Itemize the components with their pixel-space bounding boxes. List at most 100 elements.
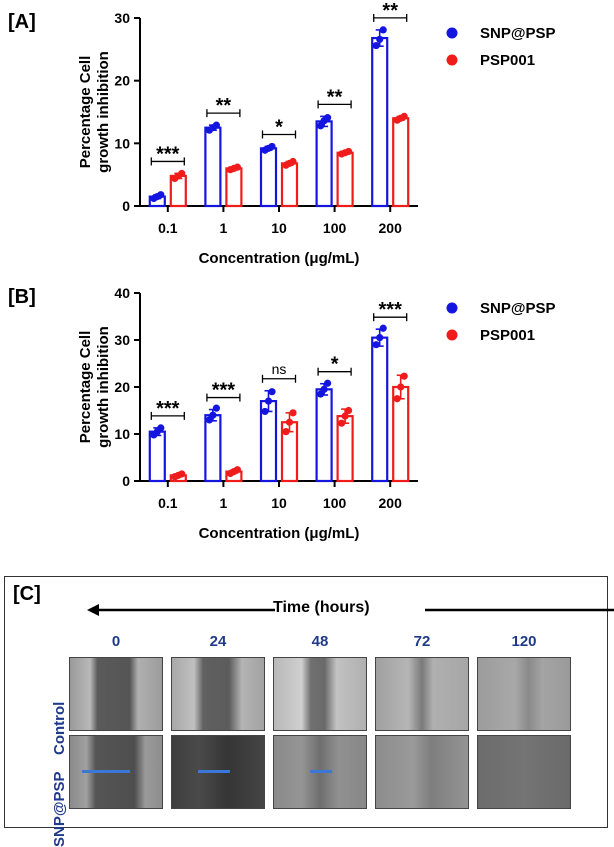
panel-b-data-point [393,395,401,403]
panel-b-sig-label: *** [212,380,236,402]
panel-b-sig-label: *** [156,398,180,420]
snp-micrograph [375,735,469,809]
panel-a-sig-label: ** [216,95,232,117]
panel-b-data-point [341,412,349,420]
panel-b-bar [371,336,389,483]
panel-b-y-label-line1: Percentage Cell [77,331,94,444]
snp-micrograph [477,735,571,809]
panel-a-bar [259,147,278,208]
panel-b-legend-label: PSP001 [480,327,535,344]
panel-b-bar [315,388,333,483]
panel-b-data-point [212,404,220,412]
panel-a-data-point [345,147,353,156]
panel-a-x-tick-label: 100 [323,220,347,236]
wound-gap-line [198,770,230,773]
panel-a-data-point [317,122,325,130]
panel-a-data-point [376,35,384,43]
panel-a-sig-label: * [275,116,283,138]
snp-micrograph [69,735,163,809]
panel-b-y-tick-label: 20 [114,379,130,395]
control-micrograph [69,657,163,731]
panel-b-x-tick-label: 100 [323,495,347,511]
panel-b-data-point [285,418,294,426]
panel-b-x-tick-label: 0.1 [158,495,178,511]
control-micrograph [477,657,571,731]
panel-b-data-point [264,397,273,405]
panel-b-data-point [338,419,346,427]
panel-b-y-tick-label: 0 [122,473,130,489]
panel-a-data-point [372,41,380,50]
panel-b-legend-marker [446,302,458,314]
snp-micrograph [171,735,265,809]
panel-b-data-point [400,372,408,380]
timepoint-label: 24 [209,633,227,650]
control-micrograph [273,657,367,731]
panel-a-sig-label: *** [156,143,180,165]
panel-a-bar [315,120,333,208]
panel-a-data-point [289,157,297,166]
timepoint-label: 120 [511,633,537,650]
row-label-snp: SNP@PSP [51,771,68,847]
panel-a-bar [280,162,299,208]
panel-b-data-point [233,466,241,474]
control-micrograph [171,657,265,731]
panel-a-x-tick-label: 10 [271,220,287,236]
panel-b-bar [204,414,222,483]
panel-a-legend-marker [446,27,458,39]
panel-b-sig-label: * [331,354,339,376]
panel-b-data-point [268,388,276,396]
panel-b-y-tick-label: 10 [114,426,130,442]
panel-a-bar [204,126,222,208]
panel-a-legend-label: SNP@PSP [480,25,555,42]
panel-a-y-tick-label: 30 [114,10,130,26]
panel-a-y-tick-label: 0 [122,198,130,214]
panel-b-legend-marker [446,329,458,341]
time-axis-label: Time (hours) [273,599,370,616]
timepoint-label: 48 [311,633,329,650]
panel-b-x-tick-label: 10 [271,495,287,511]
snp-micrograph [273,735,367,809]
panel-b-data-point [372,341,380,349]
panel-b-data-point [324,379,332,387]
panel-a-bar [392,117,410,208]
panel-a-y-tick-label: 10 [114,135,130,151]
panel-a-x-tick-label: 1 [220,220,228,236]
panel-b-data-point [397,383,405,391]
panel-b-y-tick-label: 40 [114,285,130,301]
panel-a-legend-label: PSP001 [480,52,535,69]
panel-b-x-label: Concentration (μg/mL) [199,525,360,542]
panel-b-x-tick-label: 200 [379,495,403,511]
panel-a-bar [371,36,389,208]
panel-a-label: [A] [8,11,36,33]
panel-b-data-point [282,428,290,436]
panel-a-data-point [233,163,241,171]
panel-b-data-point [261,407,269,416]
panel-b-data-point [178,470,186,478]
timepoint-label: 72 [413,633,431,650]
panel-a-data-point [400,112,408,120]
panel-a-data-point [212,121,220,129]
panel-a-sig-label: ** [382,0,398,22]
panel-a-legend-marker [446,54,458,66]
panel-b-y-tick-label: 30 [114,332,130,348]
panel-a-chart: [A] 0 10 20 30 Percentage Cell growth inhibit… [8,0,555,267]
time-arrow [87,604,614,616]
panel-b-data-point [376,334,384,342]
panel-a-bar [225,167,243,208]
control-micrograph [375,657,469,731]
panel-b-data-point [320,385,328,393]
panel-b-x-tick-label: 1 [220,495,228,511]
panel-a-y-label-line2: growth inhibition [95,51,112,173]
panel-b-data-point [209,411,217,419]
panel-b-label: [B] [8,286,36,308]
panel-a-data-point [178,169,186,178]
panel-b-data-point [157,424,165,432]
panel-b-bar [148,430,166,483]
wound-gap-line [310,770,332,773]
panel-b-data-point [379,324,387,332]
timepoint-label: 0 [111,633,121,650]
panel-b-data-point [289,409,297,417]
panel-a-y-tick-label: 20 [114,73,130,89]
panel-b-legend-label: SNP@PSP [480,300,555,317]
